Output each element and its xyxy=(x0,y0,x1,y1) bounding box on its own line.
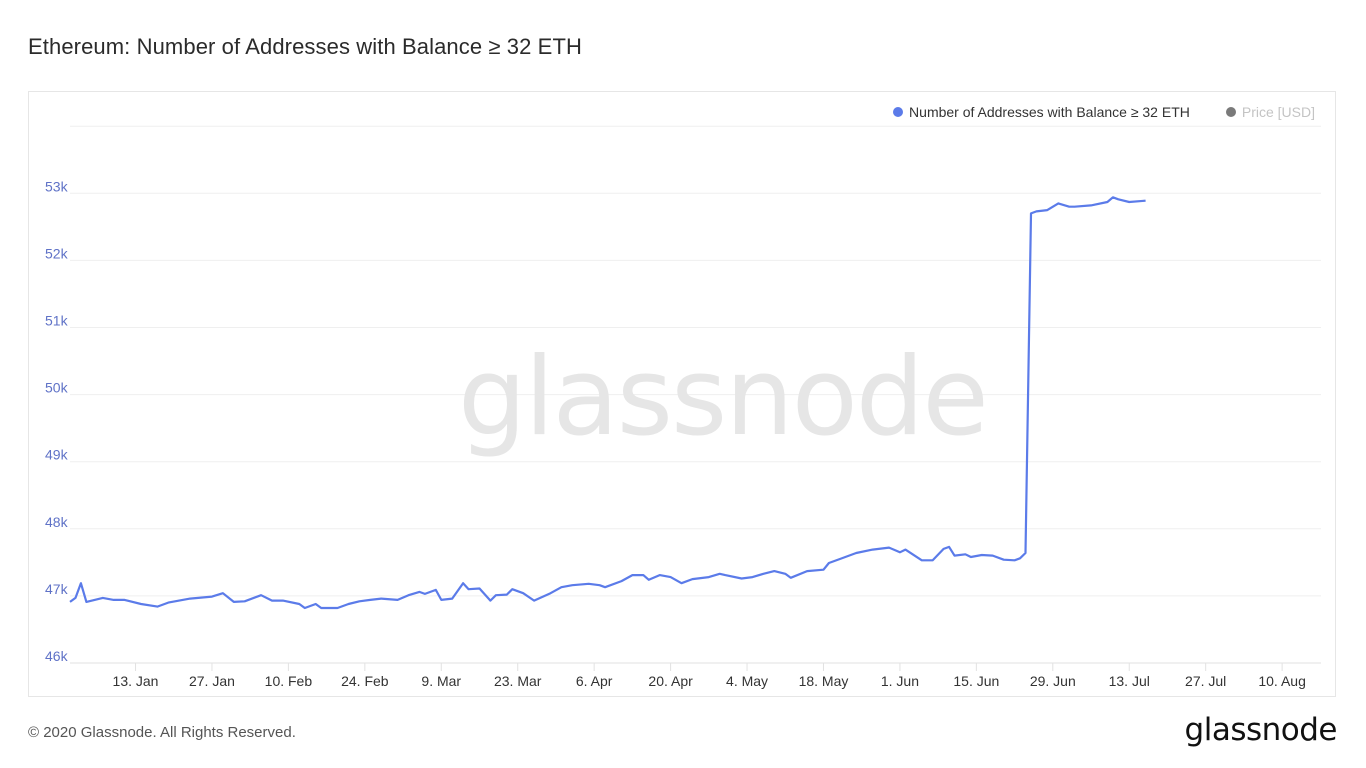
svg-text:23. Mar: 23. Mar xyxy=(494,673,542,689)
legend-label: Price [USD] xyxy=(1241,104,1315,120)
svg-text:6. Apr: 6. Apr xyxy=(576,673,613,689)
svg-text:10. Feb: 10. Feb xyxy=(265,673,313,689)
svg-text:9. Mar: 9. Mar xyxy=(421,673,461,689)
legend-dot-icon xyxy=(893,107,904,117)
svg-text:27. Jan: 27. Jan xyxy=(189,673,235,689)
footer-copyright: © 2020 Glassnode. All Rights Reserved. xyxy=(28,724,296,741)
svg-text:48k: 48k xyxy=(45,514,69,530)
y-axis: 46k 47k 48k 49k 50k 51k 52k 53k xyxy=(45,178,69,664)
legend-label: Number of Addresses with Balance ≥ 32 ET… xyxy=(909,104,1190,120)
svg-text:29. Jun: 29. Jun xyxy=(1030,673,1076,689)
svg-text:49k: 49k xyxy=(45,447,69,463)
svg-text:20. Apr: 20. Apr xyxy=(648,673,693,689)
svg-text:51k: 51k xyxy=(45,313,69,329)
svg-text:10. Aug: 10. Aug xyxy=(1258,673,1306,689)
legend-item-addresses[interactable]: Number of Addresses with Balance ≥ 32 ET… xyxy=(893,104,1190,120)
chart-legend: Number of Addresses with Balance ≥ 32 ET… xyxy=(893,104,1315,120)
svg-text:1. Jun: 1. Jun xyxy=(881,673,919,689)
addresses-series-line[interactable] xyxy=(69,196,1146,610)
svg-text:50k: 50k xyxy=(45,380,69,396)
legend-item-price[interactable]: Price [USD] xyxy=(1225,104,1315,120)
legend-dot-icon xyxy=(1225,107,1236,117)
svg-text:13. Jul: 13. Jul xyxy=(1109,673,1150,689)
svg-text:47k: 47k xyxy=(45,581,69,597)
chart-title: Ethereum: Number of Addresses with Balan… xyxy=(28,34,582,59)
svg-text:24. Feb: 24. Feb xyxy=(341,673,389,689)
glassnode-logo[interactable]: glassnode xyxy=(1184,712,1338,748)
chart-container: 46k 47k 48k 49k 50k 51k 52k 53k 13. Jan 27. Jan 1… xyxy=(28,91,1336,697)
svg-text:18. May: 18. May xyxy=(799,673,849,689)
gridlines xyxy=(70,125,1321,664)
svg-text:52k: 52k xyxy=(45,245,69,261)
svg-text:15. Jun: 15. Jun xyxy=(953,673,999,689)
svg-text:27. Jul: 27. Jul xyxy=(1185,673,1226,689)
svg-text:46k: 46k xyxy=(45,648,69,664)
svg-text:53k: 53k xyxy=(45,178,69,194)
svg-text:4. May: 4. May xyxy=(726,673,768,689)
watermark-logo: glassnode xyxy=(458,335,989,460)
svg-text:13. Jan: 13. Jan xyxy=(113,673,159,689)
x-axis: 13. Jan 27. Jan 10. Feb 24. Feb 9. Mar 23. Ma… xyxy=(113,663,1306,689)
